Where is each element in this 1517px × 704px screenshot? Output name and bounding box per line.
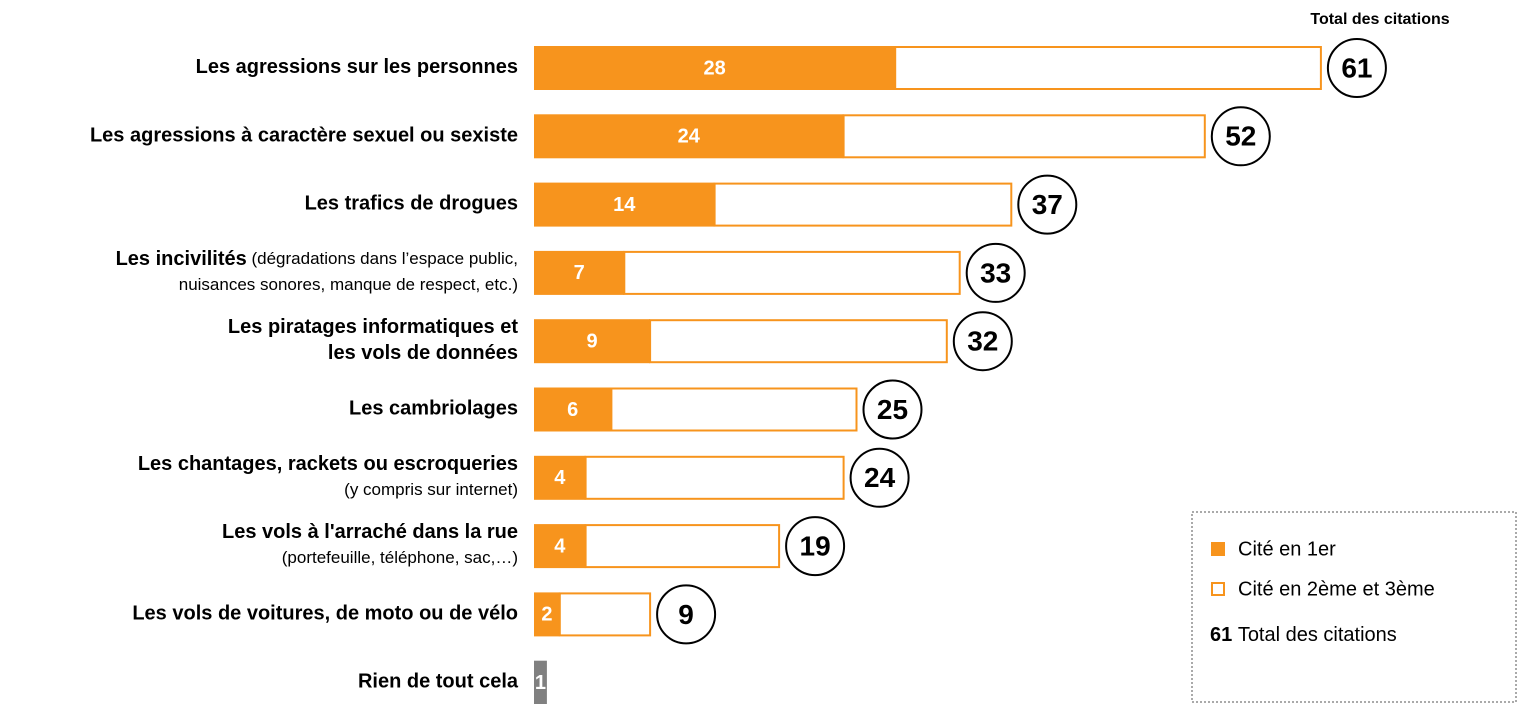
category-label: Les vols de voitures, de moto ou de vélo [132,603,518,625]
total-label: 37 [1032,189,1063,220]
total-label: 24 [864,462,896,493]
category-label: Rien de tout cela [358,671,519,693]
bar-segment [534,524,586,569]
category-label: Les vols à l'arraché dans la rue [222,521,518,543]
total-label: 52 [1225,121,1256,152]
bar-segment [623,250,961,295]
total-circle [849,447,910,508]
bar-segment [713,182,1013,227]
legend-total: 61 Total des citations [1210,624,1397,646]
bar-value-label: 14 [613,194,636,216]
total-circle [656,584,717,645]
legend-swatch [1211,582,1225,596]
bar-value-label: 7 [574,262,585,284]
total-circle [785,516,846,577]
category-label-part: Les agressions à caractère sexuel ou sex… [90,125,518,147]
category-label: Les piratages informatiques et [228,316,518,338]
bar-value-label: 28 [703,57,725,79]
bar-segment [534,114,844,159]
category-label-part: les vols de données [328,342,518,364]
bar-value-label: 4 [554,535,566,557]
bar-value-label: 2 [541,604,552,626]
bar-segment [534,46,896,90]
category-label-part: nuisances sonores, manque de respect, et… [179,275,518,294]
legend-label: Cité en 1er [1238,538,1336,560]
category-label-part: Les cambriolages [349,398,518,420]
category-label-part: Les piratages informatiques et [228,316,518,338]
bar-segment [534,387,612,432]
bar-segment [534,592,560,637]
bar-segment [534,455,586,500]
total-label: 25 [877,394,908,425]
category-label-part: Les vols de voitures, de moto ou de vélo [132,603,518,625]
category-label: Les agressions à caractère sexuel ou sex… [90,125,518,147]
total-circle [1326,38,1387,98]
category-label-part: Les vols à l'arraché dans la rue [222,521,518,543]
bar-segment [584,524,781,569]
totals-header: Total des citations [1310,11,1449,28]
total-circle [952,311,1013,372]
total-label: 32 [967,326,998,357]
total-circle [862,379,923,440]
category-label: nuisances sonores, manque de respect, et… [179,275,518,294]
category-label: les vols de données [328,342,518,364]
bar-segment [894,46,1322,90]
category-label: Les agressions sur les personnes [196,56,518,78]
bar-segment [649,319,948,364]
bar-value-label: 4 [554,467,566,489]
category-label-part: Les agressions sur les personnes [196,56,518,78]
total-circle [1210,106,1271,167]
bar-segment [842,114,1206,159]
bar-segment [534,660,547,704]
category-label: Les incivilités (dégradations dans l’esp… [116,248,518,270]
bar-segment [534,319,651,364]
category-label-part: Les incivilités [116,248,247,270]
category-label: Les chantages, rackets ou escroqueries [138,453,518,475]
category-label-part: Les chantages, rackets ou escroqueries [138,453,518,475]
category-label: Les trafics de drogues [305,193,518,215]
bar-segment [534,182,715,227]
bar-segment [558,592,652,637]
bar-value-label: 9 [586,330,597,352]
category-label-part: Les trafics de drogues [305,193,518,215]
total-label: 9 [678,599,694,630]
total-circle [965,242,1026,303]
category-label-part: (y compris sur internet) [344,480,518,499]
bar-segment [584,455,845,500]
category-label: (y compris sur internet) [344,480,518,499]
legend-total-label: Total des citations [1238,624,1397,646]
total-label: 61 [1341,52,1372,83]
bar-value-label: 6 [567,399,578,421]
bar-value-label: 1 [535,672,546,694]
legend-label: Cité en 2ème et 3ème [1238,578,1435,600]
legend-swatch [1211,542,1225,556]
legend-box [1191,511,1517,703]
total-label: 33 [980,257,1011,288]
bar-segment [610,387,858,432]
total-label: 19 [800,530,831,561]
legend-total-number: 61 [1210,624,1232,646]
category-label-part: (dégradations dans l’espace public, [247,249,518,268]
total-circle [1017,174,1078,235]
category-label: Les cambriolages [349,398,518,420]
category-label-part: (portefeuille, téléphone, sac,…) [282,549,518,568]
bar-value-label: 24 [678,126,701,148]
category-label: (portefeuille, téléphone, sac,…) [282,549,518,568]
bar-segment [534,250,625,295]
category-label-part: Rien de tout cela [358,671,519,693]
